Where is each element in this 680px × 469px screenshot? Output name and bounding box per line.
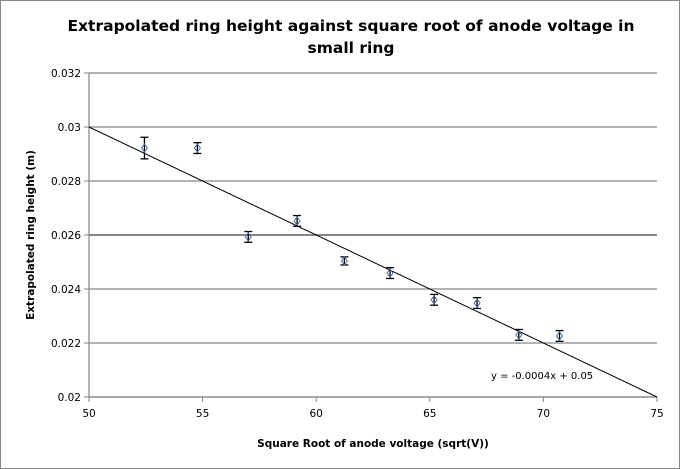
x-tick-label: 55 bbox=[196, 408, 209, 420]
data-point bbox=[555, 331, 564, 341]
data-point bbox=[293, 216, 301, 226]
data-point bbox=[193, 143, 201, 153]
trendline bbox=[88, 126, 658, 398]
y-tick-label: 0.03 bbox=[58, 122, 81, 134]
y-tick-label: 0.02 bbox=[58, 392, 81, 404]
x-axis-title: Square Root of anode voltage (sqrt(V)) bbox=[257, 438, 489, 450]
data-point bbox=[386, 268, 394, 278]
x-tick-label: 65 bbox=[423, 408, 436, 420]
x-tick-label: 70 bbox=[537, 408, 550, 420]
y-axis-title: Extrapolated ring height (m) bbox=[25, 150, 37, 320]
data-point bbox=[244, 232, 252, 242]
y-tick-label: 0.028 bbox=[51, 176, 81, 188]
data-point bbox=[430, 294, 438, 305]
y-tick-label: 0.032 bbox=[51, 68, 81, 80]
y-tick-label: 0.022 bbox=[51, 338, 81, 350]
x-tick-label: 75 bbox=[650, 408, 663, 420]
data-point bbox=[473, 298, 481, 308]
x-tick-label: 50 bbox=[82, 408, 95, 420]
x-tick-label: 60 bbox=[310, 408, 323, 420]
y-tick-label: 0.026 bbox=[51, 230, 81, 242]
y-tick-label: 0.024 bbox=[51, 284, 81, 296]
chart-title: Extrapolated ring height against square … bbox=[67, 17, 635, 57]
data-point bbox=[140, 143, 149, 153]
data-point bbox=[515, 330, 523, 340]
data-point bbox=[340, 256, 348, 266]
trendline-equation: y = -0.0004x + 0.05 bbox=[491, 371, 593, 382]
